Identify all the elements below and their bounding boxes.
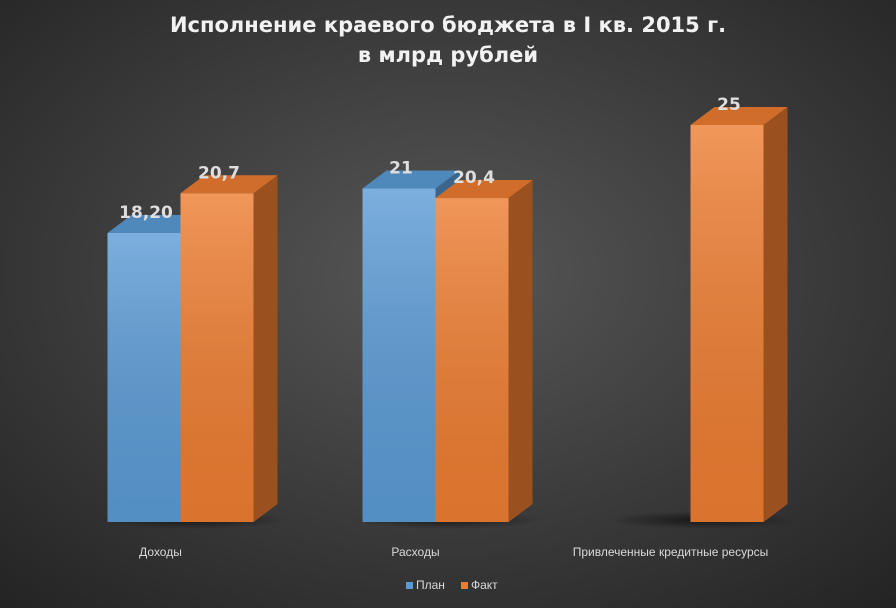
bar-top-shade <box>690 107 788 125</box>
value-label: 20,7 <box>198 163 240 183</box>
bar-top-shade <box>362 170 460 189</box>
value-label: 21 <box>389 159 413 179</box>
bar-top <box>690 107 788 125</box>
bar-side-shade <box>763 107 788 522</box>
value-label: 18,20 <box>119 203 173 223</box>
bar-top <box>435 180 533 199</box>
bar-shade <box>435 198 509 522</box>
bar-group: 25 <box>690 95 788 522</box>
bar-group: 20,4 <box>435 168 533 522</box>
legend-swatch <box>406 582 413 589</box>
x-tick-label: Доходы <box>139 545 182 559</box>
plot-area: Доходы 18,20 20,7 Расходы 21 20,4 Привлеченные… <box>97 95 798 559</box>
bar-shade <box>690 125 764 522</box>
bar-shade <box>362 188 436 522</box>
bar-top-shade <box>435 180 533 199</box>
value-label: 25 <box>717 95 741 115</box>
bar-shade <box>107 232 181 522</box>
bar-side-shade <box>253 175 278 522</box>
bar-top <box>107 214 205 233</box>
bar-shade <box>180 193 254 522</box>
chart-title: Исполнение краевого бюджета в I кв. 2015… <box>170 13 726 37</box>
value-label: 20,4 <box>453 168 495 188</box>
bar-top-shade <box>180 175 278 194</box>
bar-side <box>763 107 788 522</box>
bar-group: 20,7 <box>180 163 278 522</box>
legend-label: Факт <box>471 578 498 592</box>
legend: План Факт <box>406 578 498 592</box>
bar-top <box>180 175 278 194</box>
chart-subtitle: в млрд рублей <box>358 43 538 67</box>
x-tick-label: Привлеченные кредитные ресурсы <box>573 545 769 559</box>
bar-side <box>253 175 278 522</box>
legend-swatch <box>461 582 468 589</box>
x-tick-label: Расходы <box>391 545 439 559</box>
bar-side-shade <box>508 180 533 522</box>
bar-top-shade <box>107 214 205 233</box>
bar-side <box>508 180 533 522</box>
legend-label: План <box>416 578 445 592</box>
bar-top <box>362 170 460 189</box>
